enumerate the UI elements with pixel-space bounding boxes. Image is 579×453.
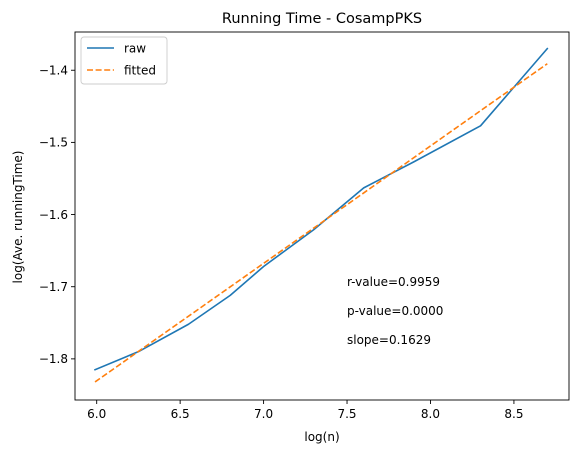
x-tick-label: 6.0	[87, 407, 106, 421]
y-tick-label: −1.4	[39, 64, 68, 78]
y-tick-label: −1.5	[39, 136, 68, 150]
stats-annotations: r-value=0.9959 p-value=0.0000 slope=0.1629	[347, 275, 443, 347]
x-axis-label: log(n)	[304, 430, 339, 444]
x-tick-label: 8.5	[504, 407, 523, 421]
x-tick-label: 6.5	[171, 407, 190, 421]
stat-annotation: p-value=0.0000	[347, 304, 443, 318]
x-tick-label: 7.0	[254, 407, 273, 421]
axes-frame	[74, 31, 570, 401]
legend-label-raw: raw	[124, 41, 146, 55]
x-tick-label: 8.0	[421, 407, 440, 421]
plot-area: 6.0 6.5 7.0 7.5 8.0 8.5 −1.8 −1.7 −1.6 −1.5 −1.4	[39, 31, 570, 421]
stat-annotation: r-value=0.9959	[347, 275, 440, 289]
y-axis-label: log(Ave. runningTime)	[11, 151, 25, 284]
legend-label-fitted: fitted	[124, 63, 156, 77]
chart-title: Running Time - CosampPKS	[222, 11, 422, 27]
y-tick-label: −1.6	[39, 208, 68, 222]
y-tick-label: −1.8	[39, 352, 68, 366]
y-tick-label: −1.7	[39, 280, 68, 294]
stat-annotation: slope=0.1629	[347, 333, 431, 347]
legend: raw fitted	[80, 36, 168, 85]
x-tick-label: 7.5	[337, 407, 356, 421]
series-line-raw	[93, 47, 549, 371]
series-line-fitted	[94, 63, 548, 383]
